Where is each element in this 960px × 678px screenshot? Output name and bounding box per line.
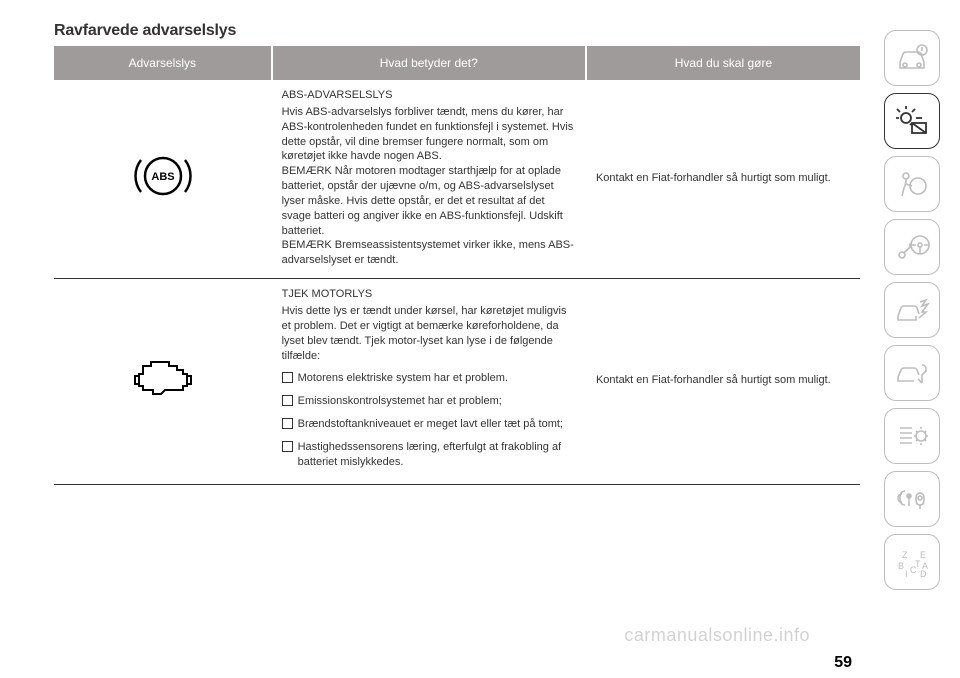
meaning-body: Hvis ABS-advarselslys forbliver tændt, m… [282,105,576,268]
page-number: 59 [834,654,852,672]
warning-light-icon[interactable] [884,93,940,149]
warning-icon-cell [54,279,272,484]
section-title: Ravfarvede advarselslys [54,22,860,40]
svg-text:D: D [920,569,927,579]
list-item: Motorens elektriske system har et proble… [282,367,576,390]
meaning-cell: TJEK MOTORLYS Hvis dette lys er tændt un… [272,279,586,484]
col-header-action: Hvad du skal gøre [586,46,860,80]
audio-location-icon[interactable] [884,471,940,527]
warning-icon-cell: ABS [54,80,272,279]
table-row: TJEK MOTORLYS Hvis dette lys er tændt un… [54,279,860,484]
table-row: ABS ABS-ADVARSELSLYS Hvis ABS-advarselsl… [54,80,860,279]
car-collision-icon[interactable] [884,282,940,338]
list-item: Emissionskontrolsystemet har et problem; [282,390,576,413]
svg-text:E: E [920,550,926,560]
abs-icon: ABS [131,144,195,213]
meaning-body: Hvis dette lys er tændt under kørsel, ha… [282,304,576,363]
svg-text:B: B [898,561,904,571]
bullet-list: Motorens elektriske system har et proble… [282,367,576,473]
svg-text:T: T [915,559,921,569]
airbag-icon[interactable] [884,156,940,212]
watermark: carmanualsonline.info [624,625,810,646]
svg-text:ABS: ABS [151,171,174,183]
abc-index-icon[interactable]: Z E B A I D C T [884,534,940,590]
col-header-meaning: Hvad betyder det? [272,46,586,80]
warning-table: Advarselslys Hvad betyder det? Hvad du s… [54,46,860,485]
meaning-title: TJEK MOTORLYS [282,287,576,302]
svg-text:Z: Z [902,550,908,560]
meaning-title: ABS-ADVARSELSLYS [282,88,576,103]
col-header-light: Advarselslys [54,46,272,80]
action-cell: Kontakt en Fiat-forhandler så hurtigt so… [586,80,860,279]
engine-icon [129,352,197,409]
car-info-icon[interactable] [884,30,940,86]
svg-text:I: I [905,569,908,579]
action-cell: Kontakt en Fiat-forhandler så hurtigt so… [586,279,860,484]
section-index-sidebar: Z E B A I D C T [884,30,940,590]
table-header: Advarselslys Hvad betyder det? Hvad du s… [54,46,860,80]
list-settings-icon[interactable] [884,408,940,464]
key-steering-icon[interactable] [884,219,940,275]
list-item: Hastighedssensorens læring, efterfulgt a… [282,436,576,474]
meaning-cell: ABS-ADVARSELSLYS Hvis ABS-advarselslys f… [272,80,586,279]
list-item: Brændstoftankniveauet er meget lavt elle… [282,413,576,436]
car-service-icon[interactable] [884,345,940,401]
